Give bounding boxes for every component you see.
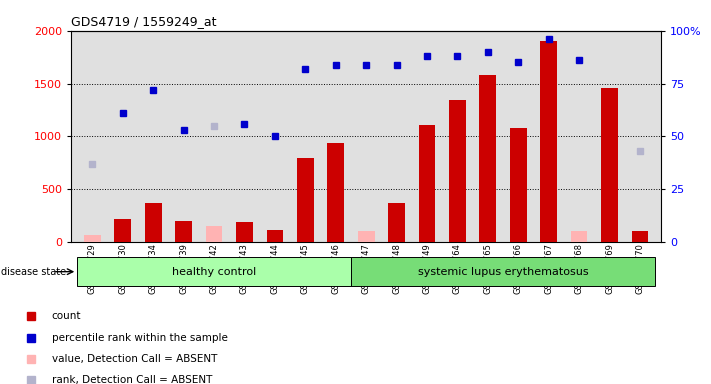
Text: percentile rank within the sample: percentile rank within the sample: [52, 333, 228, 343]
Text: GDS4719 / 1559249_at: GDS4719 / 1559249_at: [71, 15, 217, 28]
Bar: [358, 231, 375, 242]
Bar: [84, 235, 101, 242]
Bar: [84, 235, 101, 242]
Bar: [631, 231, 648, 242]
Text: systemic lupus erythematosus: systemic lupus erythematosus: [418, 266, 589, 277]
Bar: [419, 125, 435, 242]
Bar: [510, 128, 527, 242]
Bar: [571, 231, 587, 242]
Text: count: count: [52, 311, 81, 321]
Bar: [479, 75, 496, 242]
Bar: [358, 231, 375, 242]
Bar: [267, 230, 283, 242]
Bar: [236, 222, 253, 242]
Text: rank, Detection Call = ABSENT: rank, Detection Call = ABSENT: [52, 375, 212, 384]
Bar: [145, 203, 161, 242]
Bar: [449, 101, 466, 242]
Bar: [205, 225, 223, 242]
Bar: [388, 203, 405, 242]
Bar: [114, 219, 131, 242]
Bar: [176, 221, 192, 242]
Bar: [571, 231, 587, 242]
Text: value, Detection Call = ABSENT: value, Detection Call = ABSENT: [52, 354, 217, 364]
Text: healthy control: healthy control: [172, 266, 256, 277]
Bar: [602, 88, 618, 242]
Text: disease state: disease state: [1, 267, 67, 277]
Bar: [205, 225, 223, 242]
Bar: [540, 41, 557, 242]
Bar: [77, 257, 351, 286]
Bar: [351, 257, 655, 286]
Bar: [297, 159, 314, 242]
Bar: [327, 143, 344, 242]
